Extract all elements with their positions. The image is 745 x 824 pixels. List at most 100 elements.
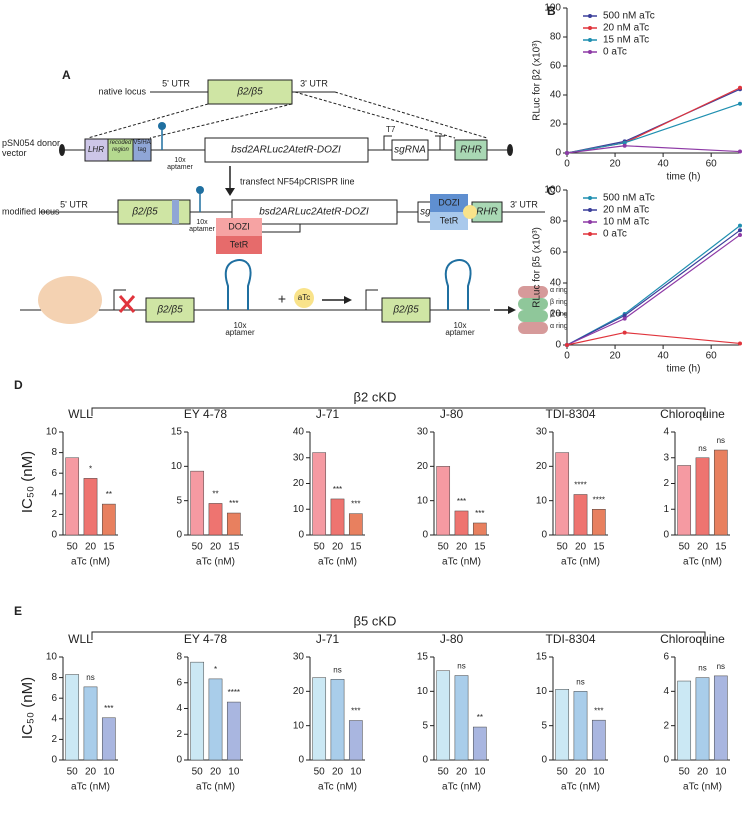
x-tick-label: 15: [593, 542, 605, 553]
significance-label: **: [212, 490, 218, 499]
x-tick-label: 0: [564, 351, 570, 362]
x-tick-label: 20: [332, 542, 344, 553]
x-axis-label: aTc (nM): [683, 557, 722, 568]
y-tick-label: 80: [550, 32, 562, 43]
bar: [190, 470, 205, 536]
recoded-label: recoded region: [109, 140, 132, 153]
rhr-label: RHR: [460, 145, 482, 156]
homology-line: [149, 103, 293, 139]
significance-label: ***: [351, 500, 360, 509]
significance-label: *: [89, 464, 92, 473]
chart-title: TDI-8304: [545, 632, 595, 646]
x-tick-label: 50: [679, 542, 691, 553]
y-axis-label: RLuc for β5 (x10³): [532, 227, 543, 308]
data-point: [622, 330, 627, 335]
bar: [208, 503, 223, 536]
y-tick-label: 5: [176, 495, 182, 506]
t7-promoter: [383, 135, 392, 150]
y-tick-label: 8: [176, 652, 182, 663]
x-axis-label: aTc (nM): [442, 782, 481, 793]
bar: [226, 512, 241, 536]
homology-line: [87, 103, 209, 139]
x-tick-label: 50: [438, 767, 450, 778]
dozi-box: [430, 194, 468, 212]
legend-label: 0 aTc: [603, 47, 627, 58]
utr-label: 3' UTR: [300, 78, 328, 88]
panel-label: C: [547, 184, 556, 198]
chart-title: Chloroquine: [660, 632, 725, 646]
y-tick-label: 0: [541, 530, 547, 541]
significance-label: *: [214, 665, 217, 674]
y-tick-label: 6: [51, 468, 57, 479]
vector-end: [59, 144, 65, 156]
x-tick-label: 50: [557, 767, 569, 778]
x-axis-label: aTc (nM): [71, 782, 110, 793]
data-point: [738, 85, 742, 90]
x-axis-label: aTc (nM): [561, 557, 600, 568]
t7-label: T7: [386, 125, 396, 134]
x-tick-label: 0: [564, 159, 570, 170]
vector-end: [507, 144, 513, 156]
bar: [65, 674, 80, 761]
bar: [83, 478, 98, 536]
x-axis-label: time (h): [667, 364, 701, 375]
bar: [436, 670, 451, 761]
y-tick-label: 20: [417, 461, 429, 472]
significance-label: ns: [717, 436, 725, 445]
y-tick-label: 2: [663, 478, 669, 489]
x-tick-label: 50: [67, 542, 79, 553]
proteasome: [518, 286, 548, 334]
y-tick-label: 0: [176, 755, 182, 766]
arrow-head: [508, 306, 516, 314]
significance-label: ***: [333, 485, 342, 494]
significance-label: ns: [333, 665, 341, 674]
legend-marker: [588, 208, 592, 212]
x-tick-label: 15: [474, 542, 486, 553]
atc-molecule: [294, 288, 314, 308]
significance-label: ns: [717, 662, 725, 671]
bar: [83, 686, 98, 761]
y-tick-label: 4: [663, 427, 669, 438]
bar: [677, 680, 692, 761]
legend-marker: [588, 220, 592, 224]
bar: [472, 522, 487, 536]
bar: [101, 717, 116, 761]
chart-title: EY 4-78: [184, 632, 227, 646]
x-tick-label: 20: [456, 542, 468, 553]
x-tick-label: 50: [438, 542, 450, 553]
x-tick-label: 50: [67, 767, 79, 778]
series-line: [566, 225, 741, 346]
panel-label: E: [14, 604, 22, 618]
terminator: [435, 135, 445, 150]
y-tick-label: 30: [293, 652, 305, 663]
x-tick-label: 20: [697, 542, 709, 553]
y-tick-label: 6: [663, 652, 669, 663]
promoter: [365, 289, 378, 310]
bar: [454, 675, 469, 761]
chart-title: TDI-8304: [545, 407, 595, 421]
y-tick-label: 0: [663, 530, 669, 541]
homology-line: [334, 91, 488, 139]
tetr-label: TetR: [440, 215, 459, 225]
cassette-label: bsd2ARLuc2AtetR-DOZI: [259, 207, 369, 218]
x-tick-label: 40: [658, 159, 670, 170]
gene-box: [381, 297, 431, 323]
ring-label: β ring: [550, 311, 568, 318]
y-tick-label: 8: [51, 672, 57, 683]
x-tick-label: 15: [350, 542, 362, 553]
group-bracket: [91, 407, 706, 416]
y-tick-label: 10: [417, 686, 429, 697]
dozi-label: DOZI: [438, 197, 460, 207]
series-line: [566, 87, 741, 154]
chart-title: J-80: [440, 632, 464, 646]
rhr-box: [454, 139, 488, 161]
chart-title: EY 4-78: [184, 407, 227, 421]
x-axis-label: aTc (nM): [442, 557, 481, 568]
legend-marker: [588, 26, 592, 30]
x-tick-label: 50: [192, 767, 204, 778]
y-tick-label: 20: [550, 309, 562, 320]
transfect-label: transfect NF54pCRISPR line: [240, 176, 355, 186]
y-axis-label: IC₅₀ (nM): [19, 677, 36, 739]
data-point: [738, 228, 742, 233]
significance-label: ****: [228, 688, 240, 697]
